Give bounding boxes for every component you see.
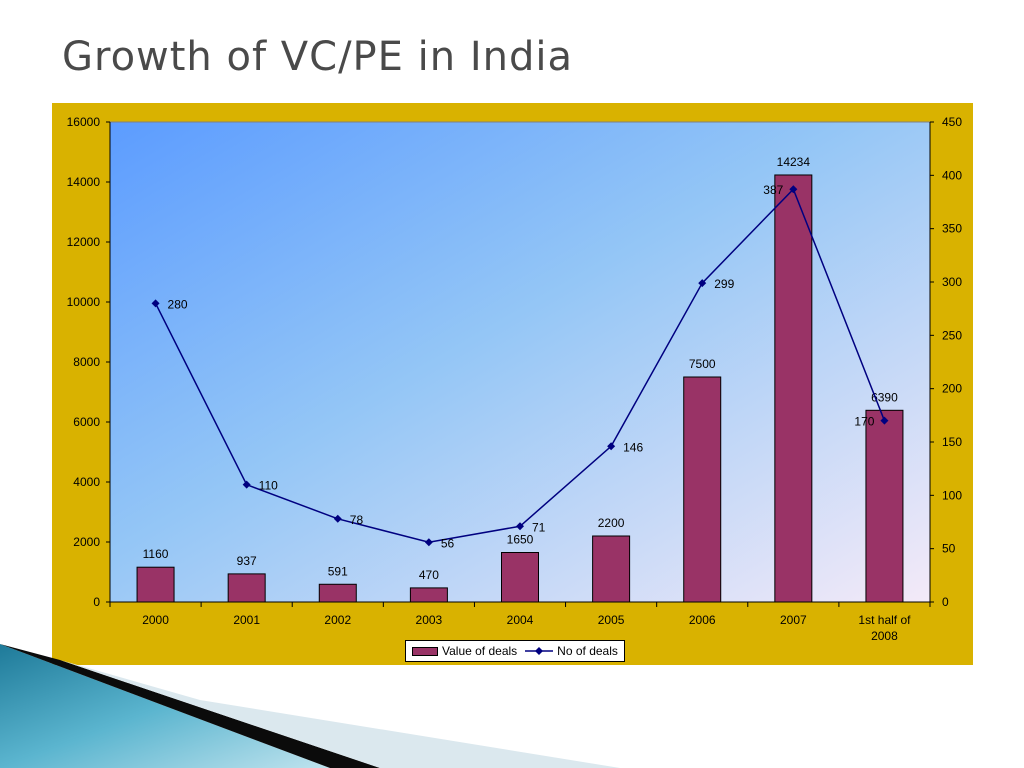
legend-line-swatch (525, 647, 554, 655)
legend-item-value-of-deals: Value of deals (412, 644, 517, 658)
legend-bar-swatch (412, 646, 438, 656)
left-axis-tick-label: 16000 (67, 115, 101, 129)
left-axis-tick-label: 0 (93, 595, 100, 609)
bar-data-label: 6390 (871, 390, 898, 404)
bar-value-of-deals (318, 583, 357, 603)
x-axis-tick-label: 2007 (780, 613, 807, 627)
line-marker (333, 514, 342, 523)
line-data-label: 110 (259, 479, 278, 493)
line-marker (789, 185, 798, 194)
line-marker (516, 522, 524, 531)
combo-chart: 0 2000 4000 6000 8000 10000 12000 14000 16000 0 50… (67, 115, 963, 643)
right-axis-tick-label: 200 (942, 382, 962, 396)
line-data-label: 170 (854, 415, 874, 429)
bar-data-label: 14234 (777, 155, 811, 169)
left-axis-tick-label: 8000 (73, 355, 100, 369)
left-axis-tick-label: 10000 (67, 295, 101, 309)
bar-value-of-deals (774, 174, 813, 603)
legend-item-no-of-deals: No of deals (525, 644, 618, 658)
bar-value-of-deals (501, 552, 539, 603)
slide-title: Growth of VC/PE in India (62, 34, 573, 80)
bar-data-label: 1650 (507, 533, 534, 547)
line-marker (242, 480, 251, 489)
bar-value-of-deals (592, 535, 631, 603)
right-axis-tick-label: 100 (942, 488, 962, 502)
bar-value-of-deals (683, 376, 722, 603)
x-axis-tick-label: 2004 (507, 613, 534, 627)
line-data-label: 146 (623, 440, 643, 454)
bar-value-of-deals (136, 566, 175, 603)
right-axis-tick-label: 250 (942, 328, 962, 342)
x-axis-tick-label: 2005 (598, 613, 625, 627)
right-axis-tick-label: 350 (942, 222, 962, 236)
line-data-label: 78 (350, 513, 364, 527)
bar-data-label: 1160 (143, 547, 169, 561)
line-marker (880, 416, 889, 425)
bar-data-label: 7500 (689, 357, 716, 371)
line-data-label: 280 (168, 297, 188, 311)
line-marker (698, 279, 707, 288)
right-axis-tick-label: 150 (942, 435, 962, 449)
left-axis-tick-label: 14000 (67, 175, 101, 189)
bar-data-label: 470 (419, 568, 439, 582)
x-axis-tick-label: 2002 (324, 613, 351, 627)
left-axis-tick-label: 2000 (73, 535, 100, 549)
line-data-label: 71 (532, 520, 546, 534)
right-axis-tick-label: 400 (942, 168, 962, 182)
line-data-label: 56 (441, 536, 455, 550)
line-marker (151, 299, 160, 308)
chart-legend: Value of deals No of deals (405, 640, 625, 662)
line-data-label: 299 (714, 277, 734, 291)
x-axis-tick-label: 2006 (689, 613, 716, 627)
bar-data-label: 937 (237, 554, 257, 568)
x-axis-tick-label: 1st half of 2008 (858, 613, 911, 643)
line-marker (607, 442, 616, 451)
x-axis-tick-label: 2000 (142, 613, 169, 627)
chart-panel: 0 2000 4000 6000 8000 10000 12000 14000 16000 0 50… (52, 103, 973, 665)
line-data-label: 387 (763, 183, 783, 197)
bar-data-label: 2200 (598, 516, 625, 530)
left-axis-tick-label: 6000 (73, 415, 100, 429)
x-axis-tick-label: 2003 (416, 613, 443, 627)
right-axis-tick-label: 300 (942, 275, 962, 289)
bar-value-of-deals (409, 587, 448, 603)
x-axis-tick-label: 2001 (233, 613, 260, 627)
legend-label-value-of-deals: Value of deals (442, 644, 518, 658)
right-axis-tick-label: 50 (942, 542, 956, 556)
left-axis-tick-label: 12000 (67, 235, 101, 249)
line-marker (424, 538, 433, 547)
right-axis-tick-label: 0 (942, 595, 949, 609)
bar-value-of-deals (227, 573, 266, 603)
bar-data-label: 591 (328, 564, 348, 578)
bar-value-of-deals (865, 409, 904, 603)
right-axis-tick-label: 450 (942, 115, 962, 129)
left-axis-tick-label: 4000 (73, 475, 100, 489)
legend-label-no-of-deals: No of deals (557, 644, 618, 658)
slide-decoration (0, 644, 620, 768)
